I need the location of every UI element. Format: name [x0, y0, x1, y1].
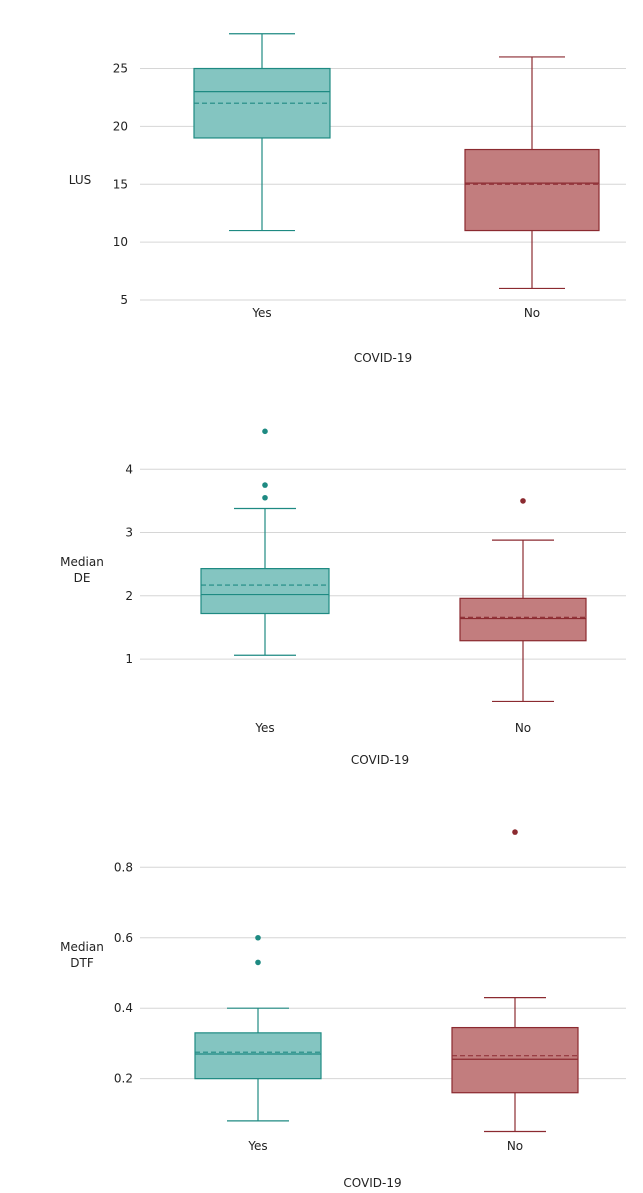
y-tick-label: 4: [125, 462, 133, 476]
outlier-point: [255, 959, 261, 966]
x-category-label: No: [507, 1139, 523, 1153]
x-category-label: Yes: [247, 1139, 267, 1153]
y-tick-label: 0.8: [114, 860, 133, 874]
outlier-point: [512, 829, 518, 835]
y-tick-label: 0.4: [114, 1001, 133, 1015]
box-no: [451, 1026, 579, 1094]
y-axis-title: DTF: [70, 956, 94, 970]
x-category-label: Yes: [254, 721, 274, 735]
y-tick-label: 20: [113, 119, 128, 133]
y-axis-title: LUS: [69, 173, 92, 187]
x-category-label: Yes: [251, 306, 271, 320]
y-tick-label: 2: [125, 589, 133, 603]
box-no: [464, 148, 600, 232]
x-category-label: No: [515, 721, 531, 735]
y-tick-label: 1: [125, 652, 133, 666]
y-tick-label: 0.2: [114, 1072, 133, 1086]
outlier-point: [520, 498, 526, 504]
outlier-point: [255, 934, 261, 941]
y-tick-label: 0.6: [114, 931, 133, 945]
box-no: [459, 597, 587, 642]
y-tick-label: 10: [113, 235, 128, 249]
x-axis-title: COVID-19: [354, 351, 412, 365]
y-tick-label: 25: [113, 62, 128, 76]
outlier-point: [262, 428, 268, 435]
y-tick-label: 5: [120, 293, 128, 307]
y-tick-label: 3: [125, 526, 133, 540]
x-axis-title: COVID-19: [343, 1176, 401, 1190]
y-axis-title: Median: [60, 555, 104, 569]
x-axis-title: COVID-19: [351, 753, 409, 767]
y-axis-title: DE: [74, 571, 91, 585]
outlier-point: [262, 482, 268, 488]
box-yes: [200, 568, 330, 615]
x-category-label: No: [524, 306, 540, 320]
box-yes: [194, 1032, 322, 1080]
y-tick-label: 15: [113, 177, 128, 191]
y-axis-title: Median: [60, 940, 104, 954]
outlier-point: [262, 494, 268, 501]
